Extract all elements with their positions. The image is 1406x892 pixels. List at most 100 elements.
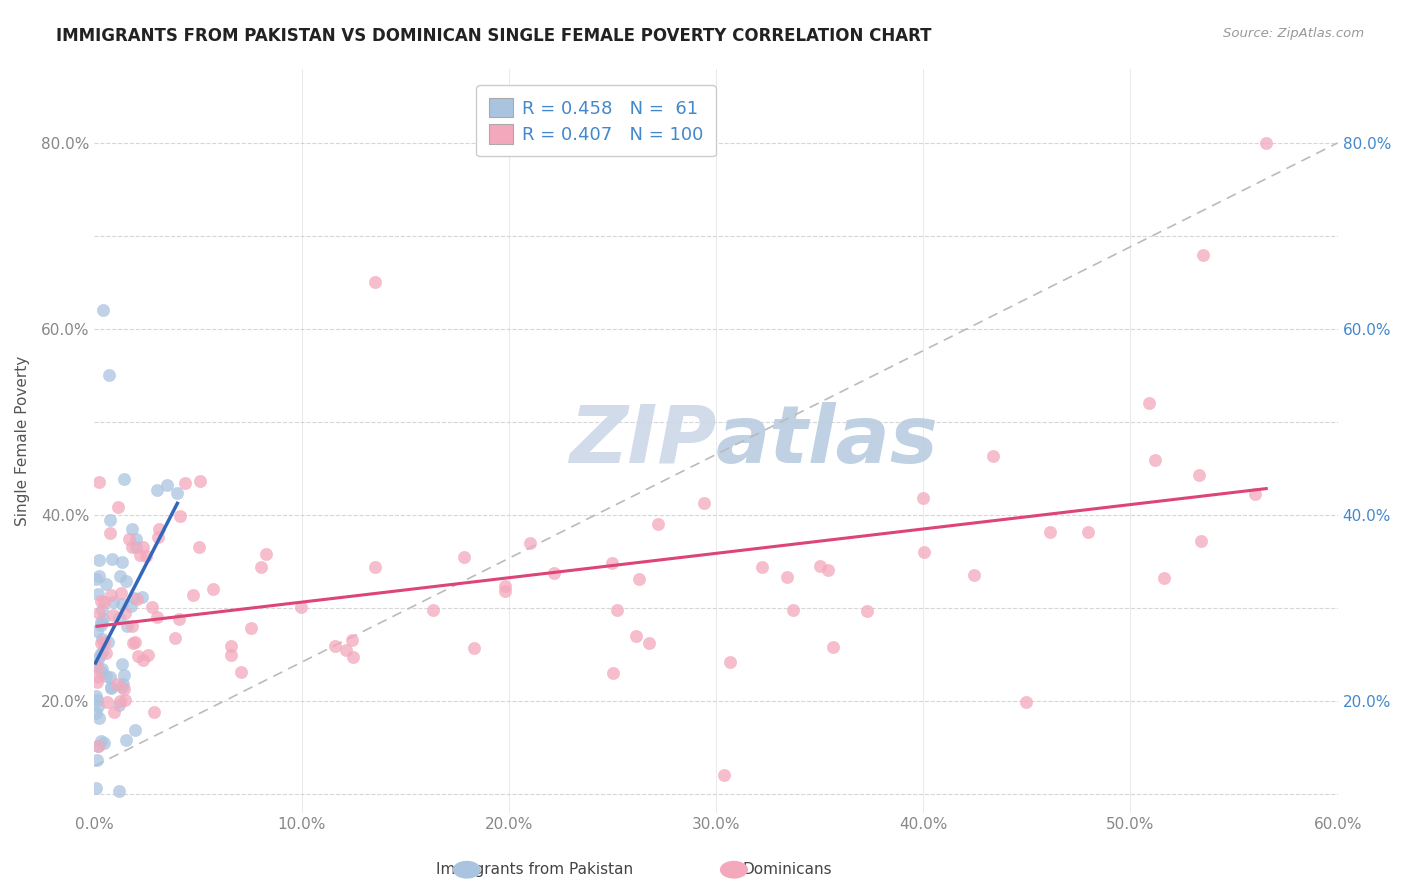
Point <box>114 574 136 588</box>
Point <box>98 526 121 541</box>
Point <box>335 643 357 657</box>
Point <box>323 639 346 653</box>
Point <box>97 635 120 649</box>
Point <box>101 552 124 566</box>
Point <box>84 658 107 673</box>
Point <box>1191 247 1213 261</box>
Point <box>108 784 131 798</box>
Point <box>364 276 387 290</box>
Point <box>201 582 224 596</box>
Point <box>111 555 134 569</box>
Point <box>1015 696 1038 710</box>
Point <box>1256 136 1278 150</box>
Point <box>600 556 623 570</box>
Point <box>453 549 475 564</box>
Point <box>169 509 191 524</box>
Point <box>111 597 134 611</box>
Point <box>606 603 628 617</box>
Point <box>105 677 128 691</box>
Point <box>87 651 110 665</box>
Point <box>494 584 516 599</box>
Point <box>110 586 132 600</box>
Point <box>148 522 170 536</box>
Point <box>121 522 143 536</box>
Point <box>96 669 118 683</box>
Point <box>628 572 651 586</box>
Point <box>96 695 118 709</box>
Point <box>124 723 146 737</box>
Point <box>84 572 107 586</box>
Point <box>231 665 253 680</box>
Point <box>120 599 142 614</box>
Text: IMMIGRANTS FROM PAKISTAN VS DOMINICAN SINGLE FEMALE POVERTY CORRELATION CHART: IMMIGRANTS FROM PAKISTAN VS DOMINICAN SI… <box>56 27 932 45</box>
Point <box>1137 396 1160 410</box>
Point <box>751 559 773 574</box>
Point <box>127 648 149 663</box>
Point <box>108 694 131 708</box>
Point <box>624 629 647 643</box>
Point <box>108 569 131 583</box>
Point <box>101 607 124 622</box>
Point <box>240 622 263 636</box>
Point <box>132 653 155 667</box>
Point <box>782 603 804 617</box>
Point <box>342 650 364 665</box>
Point <box>98 513 121 527</box>
Point <box>637 636 659 650</box>
Point <box>86 693 108 707</box>
Point <box>1039 524 1062 539</box>
Point <box>87 606 110 620</box>
Point <box>108 698 131 713</box>
Point <box>145 483 167 497</box>
Point <box>1077 524 1099 539</box>
Point <box>89 475 111 489</box>
Point <box>100 680 122 694</box>
Point <box>124 635 146 649</box>
Point <box>90 663 112 677</box>
Point <box>111 676 134 690</box>
Point <box>89 553 111 567</box>
Point <box>97 368 120 383</box>
Point <box>136 648 159 663</box>
Point <box>131 590 153 604</box>
Y-axis label: Single Female Poverty: Single Female Poverty <box>15 355 30 525</box>
Legend: R = 0.458   N =  61, R = 0.407   N = 100: R = 0.458 N = 61, R = 0.407 N = 100 <box>477 85 716 156</box>
Point <box>87 739 110 754</box>
Point <box>912 545 935 559</box>
Point <box>219 639 242 653</box>
Point <box>122 591 145 606</box>
Point <box>125 533 148 547</box>
Point <box>181 588 204 602</box>
Point <box>128 548 150 562</box>
Point <box>1153 571 1175 585</box>
Point <box>912 491 935 505</box>
Point <box>1191 533 1213 548</box>
Text: Immigrants from Pakistan: Immigrants from Pakistan <box>436 863 633 877</box>
Point <box>93 736 115 750</box>
Point <box>776 569 799 583</box>
Point <box>602 666 624 681</box>
Point <box>254 548 277 562</box>
Point <box>96 646 118 660</box>
Point <box>89 711 111 725</box>
Point <box>219 648 242 663</box>
Point <box>422 603 444 617</box>
Point <box>91 303 114 318</box>
Text: Source: ZipAtlas.com: Source: ZipAtlas.com <box>1223 27 1364 40</box>
Point <box>108 611 131 625</box>
Point <box>963 568 986 582</box>
Point <box>114 732 136 747</box>
Point <box>817 563 839 577</box>
Point <box>114 692 136 706</box>
Point <box>121 618 143 632</box>
Point <box>148 530 170 544</box>
Point <box>823 640 845 654</box>
Point <box>342 632 364 647</box>
Point <box>93 595 115 609</box>
Point <box>718 655 741 669</box>
Point <box>1243 486 1265 500</box>
Point <box>100 588 122 602</box>
Point <box>808 558 831 573</box>
Point <box>290 599 312 614</box>
Point <box>494 579 516 593</box>
